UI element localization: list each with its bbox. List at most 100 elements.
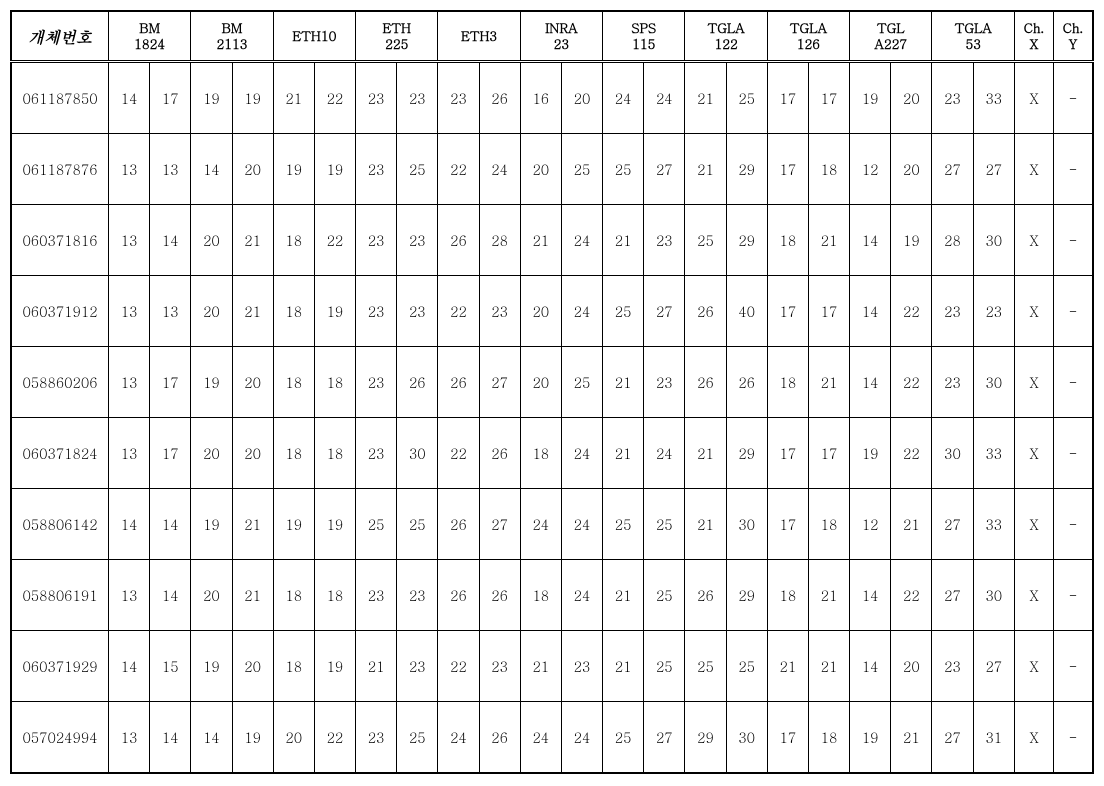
value-cell: 20 [232,134,273,205]
value-cell: 22 [314,62,355,134]
value-cell: 25 [726,631,767,702]
value-cell: 22 [438,418,479,489]
value-cell: 17 [808,418,849,489]
value-cell: 17 [808,62,849,134]
table-row: 0570249941314141920222325242624242527293… [11,702,1093,774]
value-cell: 30 [397,418,438,489]
marker-header-tgla227: TGLA227 [850,11,932,62]
value-cell: 14 [850,276,891,347]
value-cell: 30 [973,205,1014,276]
value-cell: 18 [767,347,808,418]
value-cell: 24 [561,276,602,347]
value-cell: 23 [397,631,438,702]
value-cell: 18 [314,560,355,631]
id-cell: 058806191 [11,560,109,631]
value-cell: 21 [603,205,644,276]
value-cell: 28 [479,205,520,276]
value-cell: 12 [850,489,891,560]
value-cell: 25 [397,489,438,560]
value-cell: 20 [273,702,314,774]
value-cell: 21 [808,205,849,276]
value-cell: 19 [191,631,232,702]
value-cell: 19 [232,62,273,134]
value-cell: 22 [891,418,932,489]
value-cell: 21 [767,631,808,702]
value-cell: 25 [603,134,644,205]
value-cell: 20 [520,276,561,347]
value-cell: 17 [767,276,808,347]
value-cell: 21 [808,347,849,418]
value-cell: 18 [808,702,849,774]
value-cell: 23 [973,276,1014,347]
value-cell: 26 [726,347,767,418]
value-cell: 18 [314,418,355,489]
value-cell: 26 [479,62,520,134]
value-cell: 21 [603,560,644,631]
value-cell: 17 [808,276,849,347]
value-cell: 19 [232,702,273,774]
value-cell: 27 [644,134,685,205]
value-cell: 21 [891,489,932,560]
value-cell: 18 [520,418,561,489]
marker-label: 1824 [134,34,165,53]
value-cell: 20 [232,631,273,702]
value-cell: 29 [726,205,767,276]
value-cell: 15 [150,631,191,702]
value-cell: 26 [479,418,520,489]
chx-header: Ch.X [1015,11,1054,62]
value-cell: 24 [520,702,561,774]
id-cell: 057024994 [11,702,109,774]
value-cell: 25 [397,702,438,774]
value-cell: 21 [356,631,397,702]
chx-cell: X [1015,489,1054,560]
value-cell: 18 [808,489,849,560]
value-cell: 19 [314,631,355,702]
value-cell: 31 [973,702,1014,774]
value-cell: 25 [644,631,685,702]
marker-header-tgla122: TGLA122 [685,11,767,62]
value-cell: 18 [767,560,808,631]
id-cell: 061187876 [11,134,109,205]
id-cell: 060371816 [11,205,109,276]
value-cell: 14 [850,560,891,631]
marker-header-tgla126: TGLA126 [767,11,849,62]
value-cell: 13 [150,134,191,205]
value-cell: 18 [314,347,355,418]
value-cell: 17 [150,418,191,489]
id-cell: 058860206 [11,347,109,418]
value-cell: 26 [479,560,520,631]
value-cell: 30 [726,702,767,774]
value-cell: 23 [356,276,397,347]
value-cell: 21 [891,702,932,774]
id-cell: 060371912 [11,276,109,347]
value-cell: 19 [314,489,355,560]
marker-label: ETH10 [292,26,336,45]
value-cell: 26 [438,347,479,418]
value-cell: 25 [685,205,726,276]
value-cell: 25 [397,134,438,205]
table-body: 0611878501417191921222323232616202424212… [11,62,1093,774]
value-cell: 16 [520,62,561,134]
value-cell: 25 [603,702,644,774]
value-cell: 26 [438,560,479,631]
value-cell: 14 [191,702,232,774]
value-cell: 23 [356,418,397,489]
value-cell: 19 [850,62,891,134]
value-cell: 23 [932,347,973,418]
value-cell: 14 [850,347,891,418]
value-cell: 23 [644,347,685,418]
value-cell: 27 [932,560,973,631]
ch-label: X [1030,34,1039,53]
marker-label: 126 [797,34,820,53]
value-cell: 18 [273,347,314,418]
value-cell: 18 [273,631,314,702]
value-cell: 14 [109,489,150,560]
chx-cell: X [1015,205,1054,276]
value-cell: 14 [850,205,891,276]
value-cell: 20 [191,276,232,347]
value-cell: 21 [232,489,273,560]
value-cell: 19 [314,134,355,205]
value-cell: 25 [603,276,644,347]
value-cell: 21 [808,560,849,631]
marker-label: A227 [874,34,907,53]
